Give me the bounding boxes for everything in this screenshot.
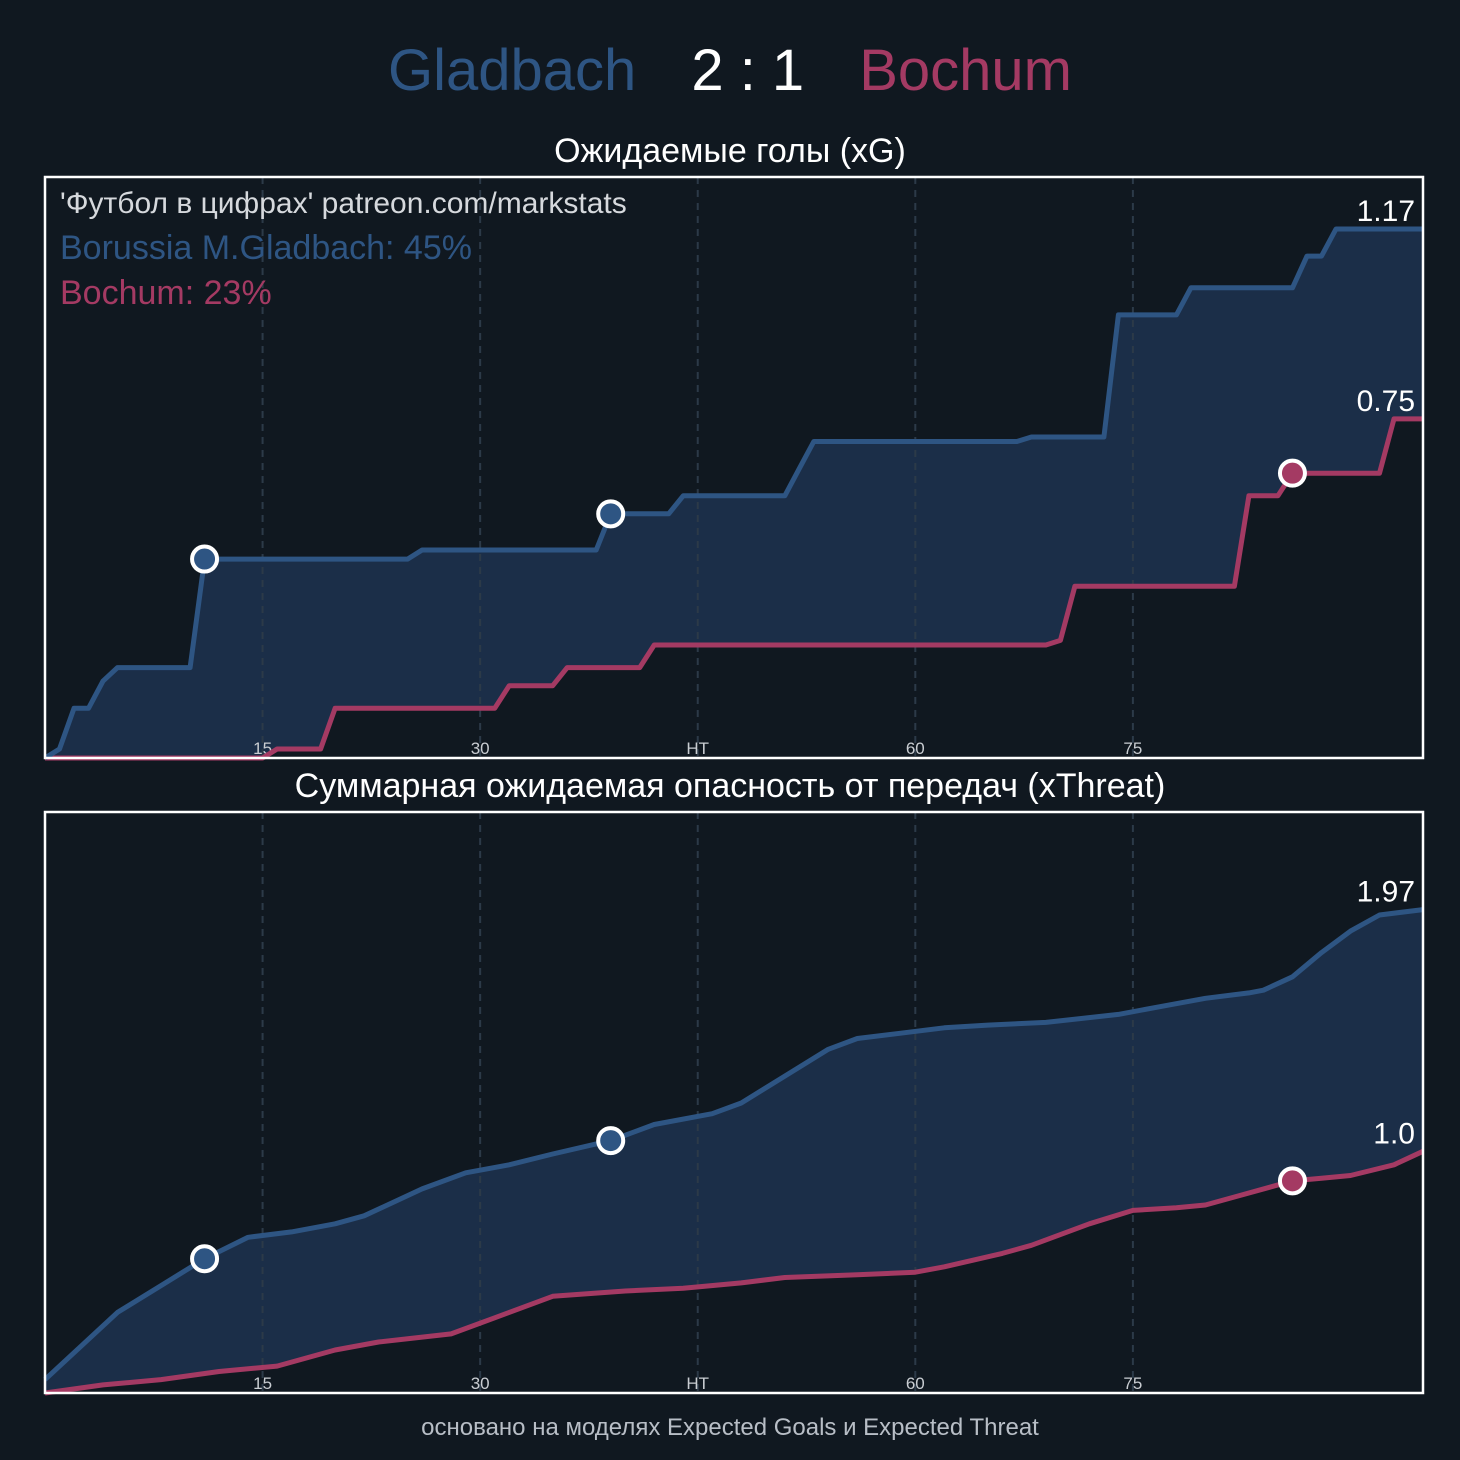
away-win-probability: Bochum: 23%: [60, 274, 272, 312]
away-final-value: 0.75: [1357, 385, 1415, 418]
home-series-line: [43, 907, 1424, 1382]
area-between-series: [45, 909, 1423, 1393]
x-tick-label: HT: [686, 1374, 709, 1393]
home-final-value: 1.17: [1357, 195, 1415, 228]
plot-frame: [43, 810, 1425, 1395]
home-goal-marker: [190, 544, 220, 574]
x-tick-label: 30: [471, 1374, 490, 1393]
footer-note: основано на моделях Expected Goals и Exp…: [421, 1414, 1039, 1441]
xthreat-chart: 15 30 HT 60 75 1.97 1.0: [43, 810, 1425, 1396]
area-between-series: [45, 229, 1423, 758]
xthreat-chart-title: Суммарная ожидаемая опасность от передач…: [294, 767, 1166, 805]
home-goal-marker: [190, 1244, 220, 1274]
home-win-probability: Borussia M.Gladbach: 45%: [60, 229, 472, 267]
x-tick-label: 60: [906, 739, 925, 758]
away-final-value: 1.0: [1373, 1117, 1415, 1150]
home-final-value: 1.97: [1357, 876, 1415, 909]
xg-chart-title: Ожидаемые голы (xG): [554, 132, 906, 170]
away-goal-marker: [1277, 1166, 1307, 1196]
xg-chart: 15 30 HT 60 751.170.75'Футбол в цифрах' patr…: [43, 175, 1425, 761]
x-tick-label: 30: [471, 739, 490, 758]
away-team-name: Bochum: [859, 37, 1072, 103]
away-goal-marker: [1277, 458, 1307, 488]
match-score: 2 : 1: [691, 37, 805, 103]
x-tick-label: 75: [1123, 739, 1142, 758]
x-tick-label: 60: [906, 1374, 925, 1393]
away-series-line: [44, 1149, 1425, 1396]
credit-text: 'Футбол в цифрах' patreon.com/markstats: [60, 187, 627, 220]
x-tick-label: 15: [253, 1374, 272, 1393]
match-header: Gladbach 2 : 1 Bochum: [0, 30, 1460, 110]
home-team-name: Gladbach: [388, 37, 637, 103]
plot-frame: [43, 175, 1425, 760]
x-tick-label: HT: [686, 739, 709, 758]
home-goal-marker: [596, 499, 626, 529]
x-tick-label: 75: [1123, 1374, 1142, 1393]
home-series-line: [43, 226, 1423, 761]
home-goal-marker: [596, 1126, 626, 1156]
